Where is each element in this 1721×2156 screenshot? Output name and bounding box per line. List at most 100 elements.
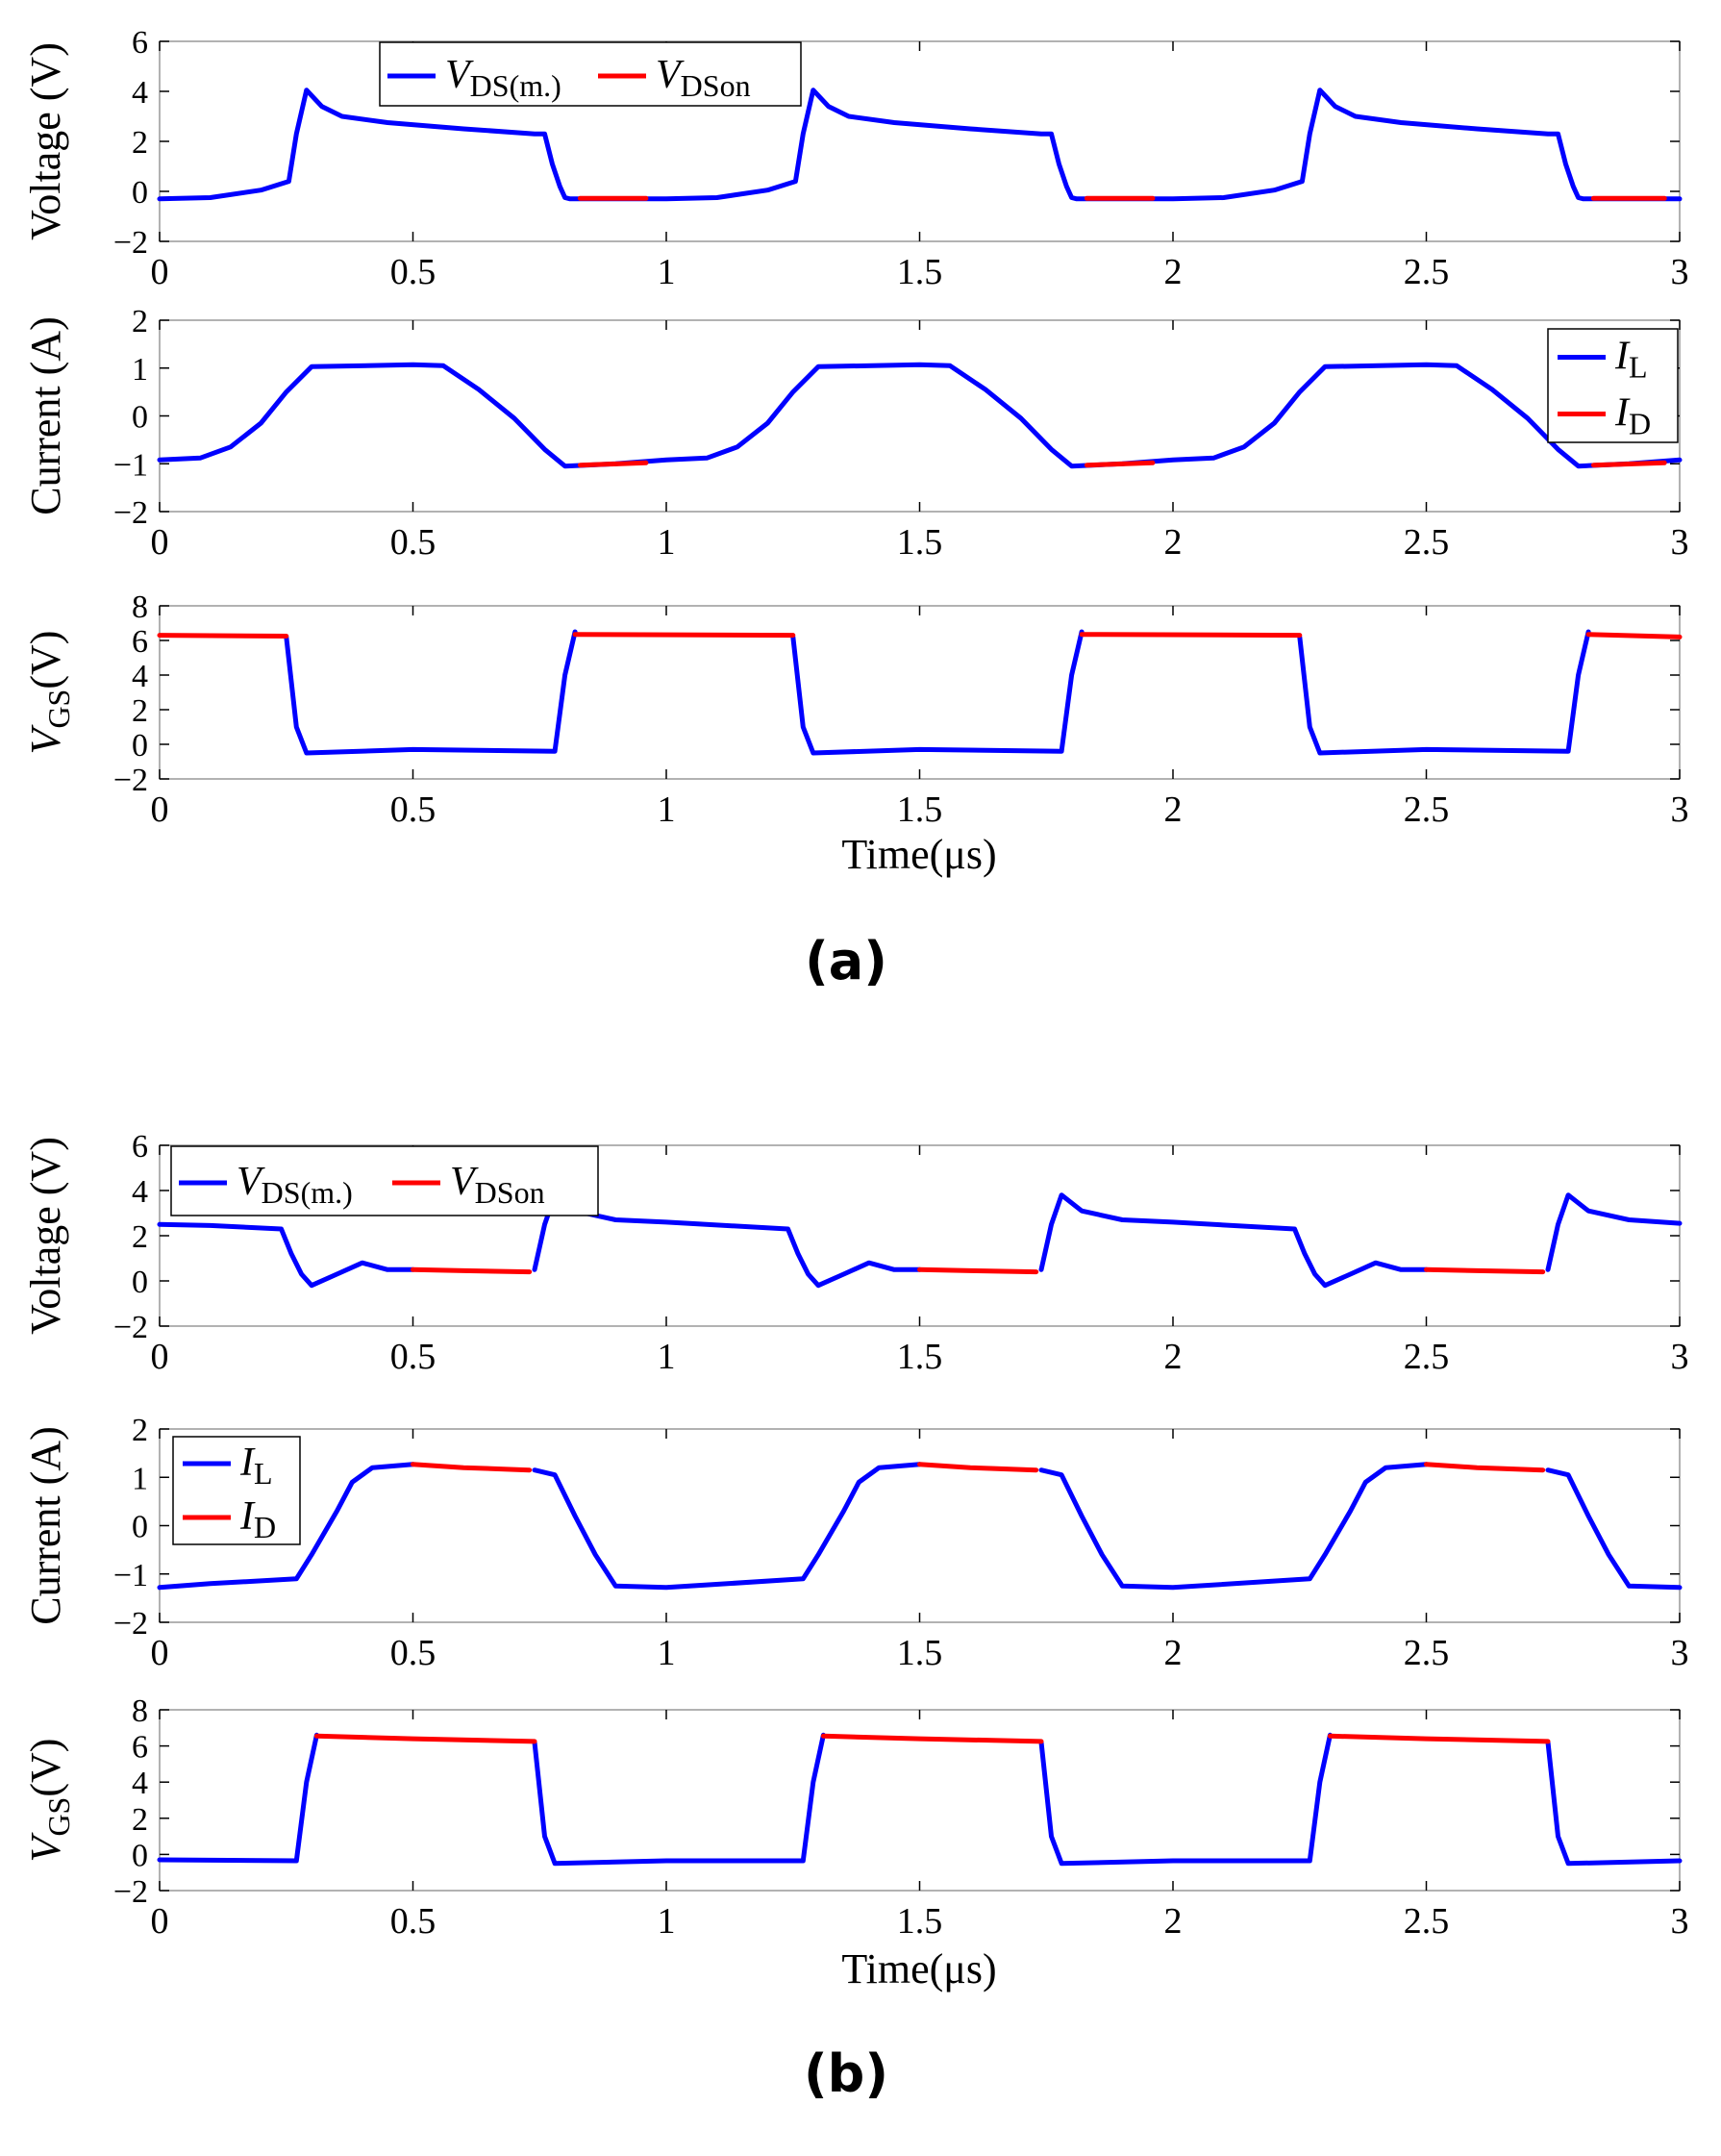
x-tick-label: 2.5: [1404, 790, 1450, 830]
legend-label: IL: [1614, 335, 1648, 385]
legend-label: VDSon: [450, 1160, 545, 1210]
x-tick-label: 3: [1671, 252, 1689, 292]
x-tick-label: 0: [151, 522, 169, 563]
y-tick-label: 4: [132, 1174, 148, 1210]
y-tick-label: −2: [113, 495, 148, 531]
x-tick-label: 2: [1164, 522, 1183, 563]
y-axis-label-unit: (V): [22, 1739, 69, 1797]
legend-label-base: V: [237, 1160, 265, 1204]
series-line-0: [157, 362, 1683, 469]
y-tick-label: 2: [132, 1219, 148, 1255]
x-tick-label: 2.5: [1404, 1633, 1450, 1673]
x-tick-label: 0.5: [390, 522, 436, 563]
x-tick-label: 2: [1164, 1337, 1183, 1377]
series-line-0: [284, 629, 1591, 756]
y-tick-label: 8: [132, 1693, 148, 1729]
y-tick-label: 0: [132, 175, 148, 211]
y-axis-label: Current (A): [22, 316, 69, 515]
x-tick-label: 1.5: [897, 790, 943, 830]
x-tick-label: 1.5: [897, 1337, 943, 1377]
legend-label: VDS(m.): [237, 1160, 353, 1210]
x-tick-label: 1.5: [897, 252, 943, 292]
y-axis-label-unit: (V): [22, 631, 69, 689]
legend-label-sub: L: [1629, 350, 1648, 385]
x-tick-label: 3: [1671, 790, 1689, 830]
legend-label-base: I: [239, 1441, 256, 1485]
plot-frame: [159, 1428, 1681, 1623]
y-tick-label: 6: [132, 25, 148, 61]
legend-label-base: I: [1614, 391, 1631, 436]
x-tick-label: 0.5: [390, 1337, 436, 1377]
legend-label-sub: DS(m.): [262, 1175, 353, 1210]
series-line-0: [157, 1462, 1683, 1591]
x-tick-label: 0: [151, 1337, 169, 1377]
y-axis-label: VGS(V): [22, 631, 76, 755]
y-axis-label-base: V: [22, 723, 69, 754]
x-axis-label: Time(μs): [841, 831, 996, 878]
legend: IL ID: [1547, 328, 1679, 443]
y-tick-label: 2: [132, 693, 148, 729]
x-tick-label: 2: [1164, 1901, 1183, 1942]
y-axis-label-sub: GS: [41, 689, 76, 729]
legend-label: IL: [239, 1441, 273, 1491]
x-tick-label: 1: [658, 1901, 676, 1942]
series-line-1: [411, 1266, 1546, 1275]
x-tick-label: 0: [151, 252, 169, 292]
series-line-1: [313, 1733, 1551, 1744]
x-tick-label: 1: [658, 1633, 676, 1673]
x-tick-label: 1: [658, 252, 676, 292]
legend-label-sub: DS(m.): [470, 68, 561, 103]
x-tick-label: 2.5: [1404, 252, 1450, 292]
legend-label-base: I: [239, 1494, 256, 1539]
y-tick-label: −2: [113, 225, 148, 261]
x-tick-label: 2.5: [1404, 1901, 1450, 1942]
series-line-0: [157, 1732, 1683, 1867]
y-axis-label-sub: GS: [41, 1797, 76, 1837]
y-tick-label: 2: [132, 125, 148, 161]
x-tick-label: 2: [1164, 790, 1183, 830]
x-tick-label: 3: [1671, 522, 1689, 563]
x-tick-label: 2: [1164, 252, 1183, 292]
x-tick-label: 1: [658, 790, 676, 830]
series-line-1: [411, 1462, 1546, 1473]
y-tick-label: 0: [132, 728, 148, 764]
x-tick-label: 2: [1164, 1633, 1183, 1673]
y-tick-label: −2: [113, 763, 148, 798]
y-tick-label: 2: [132, 1802, 148, 1838]
x-tick-label: 0.5: [390, 252, 436, 292]
y-tick-label: 2: [132, 304, 148, 339]
y-axis-label-base: V: [22, 1831, 69, 1862]
legend-box: [170, 1145, 599, 1216]
y-tick-label: 4: [132, 1766, 148, 1801]
x-tick-label: 1.5: [897, 1633, 943, 1673]
legend-label-base: V: [656, 53, 685, 97]
legend-box: [1547, 328, 1679, 443]
x-tick-label: 3: [1671, 1901, 1689, 1942]
y-tick-label: 0: [132, 1510, 148, 1545]
y-tick-label: 8: [132, 589, 148, 625]
y-tick-label: 0: [132, 400, 148, 436]
y-tick-label: −2: [113, 1874, 148, 1910]
plot-frame: [159, 605, 1681, 780]
y-tick-label: 4: [132, 659, 148, 694]
x-tick-label: 0.5: [390, 1633, 436, 1673]
plot-frame: [159, 319, 1681, 513]
series-line-0: [157, 1192, 1683, 1289]
y-tick-label: −2: [113, 1606, 148, 1642]
panel-caption: (b): [804, 2043, 888, 2104]
series-line-1: [577, 460, 1667, 468]
legend-label-sub: D: [1629, 407, 1651, 441]
x-axis-label: Time(μs): [841, 1945, 996, 1993]
x-tick-label: 0.5: [390, 790, 436, 830]
y-tick-label: −2: [113, 1310, 148, 1345]
y-tick-label: 1: [132, 352, 148, 388]
legend-label: ID: [239, 1494, 276, 1544]
panel-caption: (a): [805, 931, 887, 991]
y-tick-label: 6: [132, 1730, 148, 1766]
